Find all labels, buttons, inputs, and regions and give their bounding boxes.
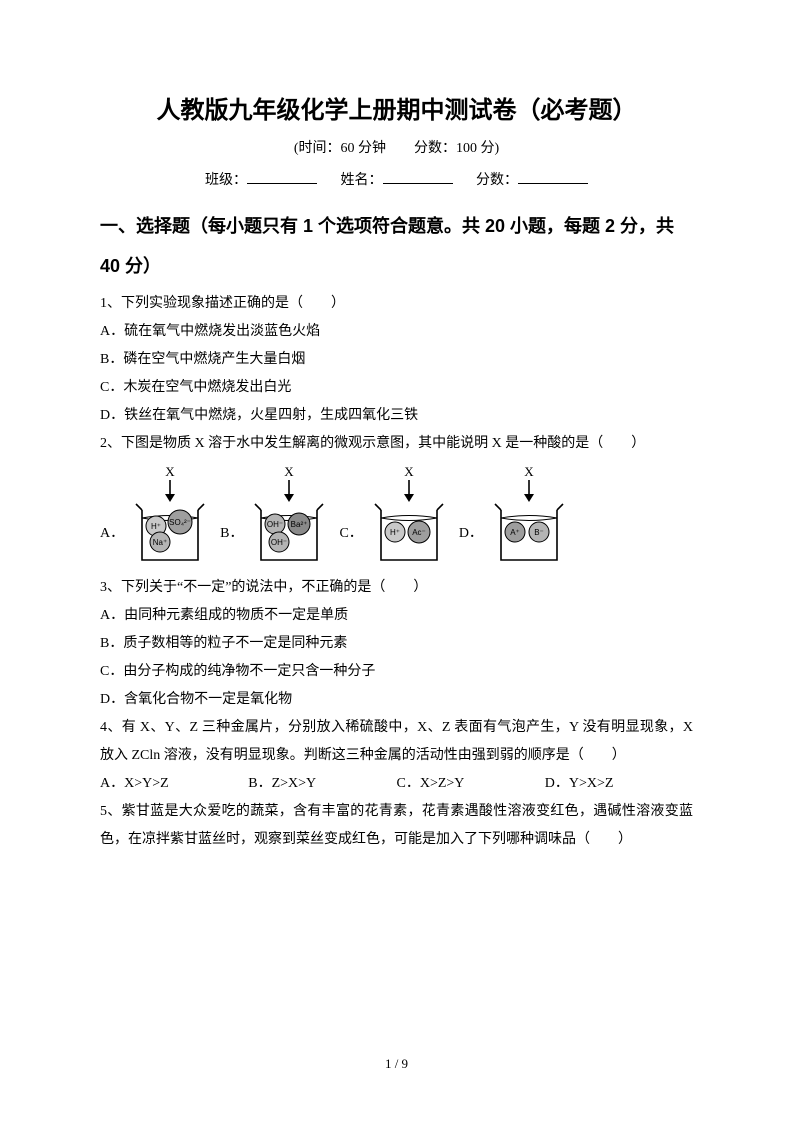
q4-stem: 4、有 X、Y、Z 三种金属片，分别放入稀硫酸中，X、Z 表面有气泡产生，Y 没… xyxy=(100,714,693,770)
name-blank[interactable] xyxy=(383,167,453,184)
q1-opt-d: D．铁丝在氧气中燃烧，火星四射，生成四氧化三铁 xyxy=(100,402,693,430)
q2-cell-c: C． X H⁺ Ac⁻ xyxy=(339,466,448,566)
q3-opt-c: C．由分子构成的纯净物不一定只含一种分子 xyxy=(100,658,693,686)
q3-opt-b: B．质子数相等的粒子不一定是同种元素 xyxy=(100,630,693,658)
q2-letter-a: A． xyxy=(100,522,124,566)
score-label: 分数： xyxy=(476,173,518,188)
q4-opt-a: A．X>Y>Z xyxy=(100,770,248,798)
svg-text:Ba²⁺: Ba²⁺ xyxy=(291,520,308,529)
svg-text:H⁺: H⁺ xyxy=(390,528,400,537)
class-label: 班级： xyxy=(205,173,247,188)
name-label: 姓名： xyxy=(341,173,383,188)
beaker-d-icon: X A⁺ B⁻ xyxy=(489,466,569,566)
time-score-line: (时间：60 分钟 分数：100 分) xyxy=(100,137,693,157)
svg-text:Na⁺: Na⁺ xyxy=(153,538,167,547)
q2-cell-d: D． X A⁺ B⁻ xyxy=(459,466,569,566)
exam-page: 人教版九年级化学上册期中测试卷（必考题） (时间：60 分钟 分数：100 分)… xyxy=(0,0,793,1122)
q2-letter-b: B． xyxy=(220,522,243,566)
svg-text:Ac⁻: Ac⁻ xyxy=(412,528,426,537)
beaker-c-icon: X H⁺ Ac⁻ xyxy=(369,466,449,566)
svg-text:B⁻: B⁻ xyxy=(534,528,544,537)
svg-text:H⁺: H⁺ xyxy=(151,522,161,531)
q4-options-row: A．X>Y>Z B．Z>X>Y C．X>Z>Y D．Y>X>Z xyxy=(100,770,693,798)
svg-text:X: X xyxy=(285,466,295,479)
svg-text:OH⁻: OH⁻ xyxy=(267,520,283,529)
svg-text:A⁺: A⁺ xyxy=(510,528,520,537)
svg-text:X: X xyxy=(165,466,175,479)
q1-opt-c: C．木炭在空气中燃烧发出白光 xyxy=(100,374,693,402)
q1-opt-a: A．硫在氧气中燃烧发出淡蓝色火焰 xyxy=(100,318,693,346)
beaker-b-icon: X OH⁻ Ba²⁺ OH⁻ xyxy=(249,466,329,566)
q2-cell-b: B． X OH⁻ Ba²⁺ OH⁻ xyxy=(220,466,329,566)
q1-stem: 1、下列实验现象描述正确的是（ ） xyxy=(100,290,693,318)
section-1-heading: 一、选择题（每小题只有 1 个选项符合题意。共 20 小题，每题 2 分，共 4… xyxy=(100,207,693,286)
q1-opt-b: B．磷在空气中燃烧产生大量白烟 xyxy=(100,346,693,374)
student-info-row: 班级： 姓名： 分数： xyxy=(100,167,693,189)
page-number: 1 / 9 xyxy=(0,1056,793,1072)
q2-letter-d: D． xyxy=(459,522,483,566)
q2-stem: 2、下图是物质 X 溶于水中发生解离的微观示意图，其中能说明 X 是一种酸的是（… xyxy=(100,430,693,458)
q3-opt-a: A．由同种元素组成的物质不一定是单质 xyxy=(100,602,693,630)
q5-stem: 5、紫甘蓝是大众爱吃的蔬菜，含有丰富的花青素，花青素遇酸性溶液变红色，遇碱性溶液… xyxy=(100,798,693,854)
class-blank[interactable] xyxy=(247,167,317,184)
q4-opt-c: C．X>Z>Y xyxy=(397,770,545,798)
svg-text:X: X xyxy=(404,466,414,479)
q3-opt-d: D．含氧化合物不一定是氧化物 xyxy=(100,686,693,714)
score-blank[interactable] xyxy=(518,167,588,184)
q3-stem: 3、下列关于“不一定”的说法中，不正确的是（ ） xyxy=(100,574,693,602)
q4-opt-b: B．Z>X>Y xyxy=(248,770,396,798)
q4-opt-d: D．Y>X>Z xyxy=(545,770,693,798)
svg-text:SO₄²⁻: SO₄²⁻ xyxy=(169,518,191,527)
beaker-a-icon: X H⁺ SO₄²⁻ Na⁺ xyxy=(130,466,210,566)
svg-text:X: X xyxy=(524,466,534,479)
q2-diagram-row: A． XH⁺SO₄²⁻Na⁺ B． XOH⁻Ba²⁺OH⁻ C． XH⁺Ac⁻ … xyxy=(100,466,693,566)
page-title: 人教版九年级化学上册期中测试卷（必考题） xyxy=(100,90,693,125)
q2-cell-a: A． X H⁺ SO₄²⁻ Na⁺ xyxy=(100,466,210,566)
q2-letter-c: C． xyxy=(339,522,362,566)
svg-text:OH⁻: OH⁻ xyxy=(271,538,287,547)
